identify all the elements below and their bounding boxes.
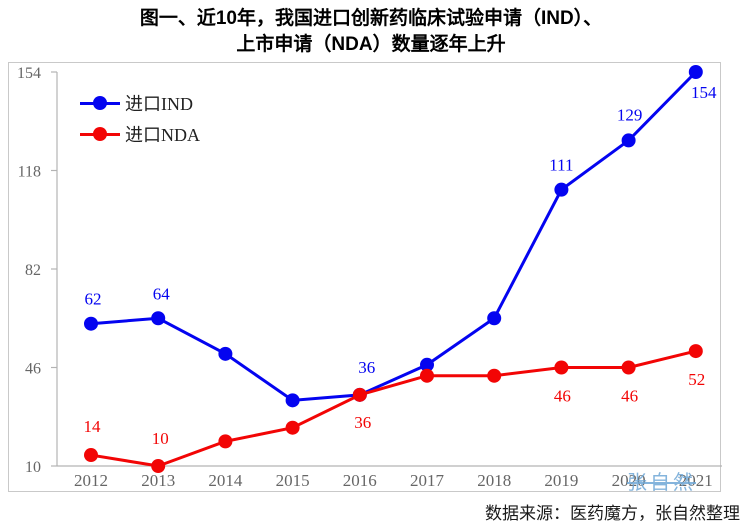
x-tick-label: 2020 [612,471,646,490]
legend-dot-ind [93,96,107,110]
data-point-ind-2018 [487,311,502,326]
y-tick-label: 10 [25,459,41,476]
data-label-ind-2019: 111 [549,156,573,175]
data-point-ind-2019 [554,182,569,197]
data-point-nda-2016 [352,387,367,402]
y-tick-label: 154 [17,65,41,82]
data-label-nda-2016: 36 [354,413,371,432]
data-point-nda-2014 [218,434,233,449]
data-point-nda-2017 [420,368,434,383]
data-point-ind-2014 [218,346,233,361]
x-tick-label: 2012 [74,471,108,490]
data-label-nda-2019: 46 [554,387,571,406]
data-point-nda-2019 [554,360,569,375]
y-tick-label: 118 [18,164,41,181]
x-tick-label: 2016 [343,471,377,490]
data-point-ind-2015 [285,393,300,408]
x-tick-label: 2021 [679,471,713,490]
data-label-ind-2016: 36 [358,358,375,377]
legend-label-import-nda: 进口NDA [125,125,200,145]
data-point-nda-2020 [621,360,636,375]
data-label-ind-2021: 154 [691,83,717,102]
plot-frame [8,62,721,492]
data-point-ind-2020 [621,133,636,148]
data-source: 数据来源：医药魔方，张自然整理 [485,504,740,523]
watermark: 张自然 [627,472,696,494]
series-line-nda [90,349,697,468]
data-label-nda-2012: 14 [84,417,102,436]
x-tick-label: 2017 [410,471,445,490]
chart-title-line2: 上市申请（NDA）数量逐年上升 [236,34,506,55]
x-tick-label: 2019 [544,471,578,490]
data-point-nda-2021 [688,344,703,359]
x-tick-label: 2018 [477,471,511,490]
data-label-ind-2012: 62 [85,290,102,309]
chart-title: 图一、近10年，我国进口创新药临床试验申请（IND）、 上市申请（NDA）数量逐… [0,6,742,58]
x-tick-label: 2015 [276,471,310,490]
data-point-nda-2018 [487,368,502,383]
y-tick-label: 82 [25,262,41,279]
legend-dot-nda [93,127,107,141]
legend-marker-ind [80,95,120,111]
data-point-ind-2017 [420,357,434,372]
data-label-ind-2013: 64 [153,284,171,303]
data-point-nda-2012 [84,448,98,463]
data-point-ind-2021 [688,65,703,79]
y-tick-label: 46 [25,361,41,378]
data-label-ind-2020: 129 [617,105,643,124]
data-label-nda-2020: 46 [621,387,638,406]
legend-item-import-ind: 进口IND [80,92,200,114]
x-tick-label: 2013 [141,471,175,490]
legend: 进口IND 进口NDA [80,92,200,145]
data-point-ind-2013 [151,311,166,326]
data-point-nda-2013 [151,459,166,473]
chart-title-line1: 图一、近10年，我国进口创新药临床试验申请（IND）、 [139,8,603,29]
data-point-nda-2015 [285,420,300,435]
data-point-ind-2012 [84,316,98,331]
x-tick-label: 2014 [208,471,243,490]
series-line-ind [90,70,697,402]
data-label-nda-2013: 10 [152,429,169,448]
data-label-nda-2021: 52 [688,370,705,389]
legend-label-import-ind: 进口IND [125,94,193,114]
legend-marker-nda [80,126,120,142]
legend-item-import-nda: 进口NDA [80,123,200,145]
